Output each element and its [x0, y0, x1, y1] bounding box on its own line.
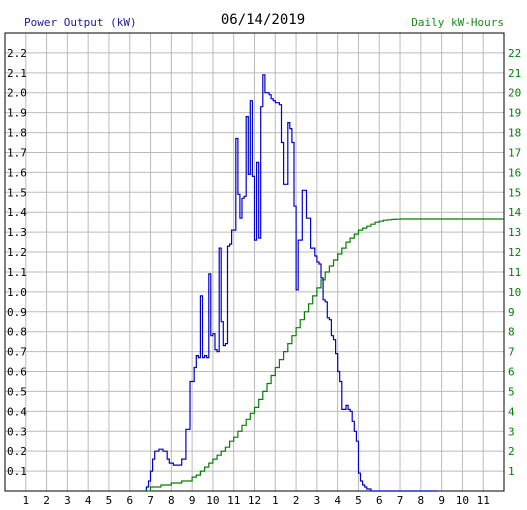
right-tick-label: 22 [508, 47, 521, 60]
x-tick-label: 7 [397, 494, 404, 507]
right-tick-label: 18 [508, 127, 521, 140]
left-tick-label: 1.7 [7, 146, 27, 159]
right-tick-label: 14 [508, 206, 522, 219]
x-tick-label: 1 [22, 494, 29, 507]
right-tick-label: 1 [508, 465, 515, 478]
right-tick-label: 5 [508, 385, 515, 398]
right-tick-label: 13 [508, 226, 521, 239]
x-tick-label: 2 [43, 494, 50, 507]
right-tick-label: 3 [508, 425, 515, 438]
left-tick-label: 1.8 [7, 127, 27, 140]
x-tick-label: 5 [355, 494, 362, 507]
right-tick-label: 8 [508, 326, 515, 339]
left-tick-label: 0.5 [7, 385, 27, 398]
x-tick-label: 4 [85, 494, 92, 507]
x-tick-label: 3 [64, 494, 71, 507]
right-tick-label: 17 [508, 146, 521, 159]
right-tick-label: 9 [508, 306, 515, 319]
series-group [144, 75, 504, 491]
left-tick-label: 2.0 [7, 87, 27, 100]
right-tick-label: 16 [508, 166, 521, 179]
left-tick-label: 2.2 [7, 47, 27, 60]
x-tick-label: 7 [147, 494, 154, 507]
left-axis-ticks: 0.1 0.2 0.3 0.4 0.5 0.6 0.7 0.8 0.9 1.0 1.1 1.2 1.3 1… [7, 47, 27, 478]
right-tick-label: 11 [508, 266, 521, 279]
left-tick-label: 0.4 [7, 405, 27, 418]
x-axis-ticks: 1 2 3 4 5 6 7 8 9 10 11 12 1 2 3 4 5 6 7 8 9 10 11 [22, 494, 489, 507]
right-tick-label: 19 [508, 107, 521, 120]
left-tick-label: 2.1 [7, 67, 27, 80]
x-tick-label: 10 [456, 494, 469, 507]
left-tick-label: 0.3 [7, 425, 27, 438]
x-tick-label: 11 [227, 494, 240, 507]
right-axis-title: Daily kW-Hours [411, 16, 504, 29]
power-output-line [144, 75, 437, 491]
left-tick-label: 0.1 [7, 465, 27, 478]
x-tick-label: 5 [106, 494, 113, 507]
left-tick-label: 1.3 [7, 226, 27, 239]
right-tick-label: 2 [508, 445, 515, 458]
x-tick-label: 1 [272, 494, 279, 507]
x-tick-label: 10 [206, 494, 219, 507]
left-tick-label: 0.7 [7, 346, 27, 359]
x-tick-label: 9 [438, 494, 445, 507]
right-tick-label: 4 [508, 405, 515, 418]
right-tick-label: 12 [508, 246, 521, 259]
left-tick-label: 1.9 [7, 107, 27, 120]
x-tick-label: 2 [293, 494, 300, 507]
right-tick-label: 7 [508, 346, 515, 359]
left-tick-label: 1.5 [7, 186, 27, 199]
x-tick-label: 6 [376, 494, 383, 507]
x-tick-label: 11 [477, 494, 490, 507]
right-tick-label: 20 [508, 87, 521, 100]
left-tick-label: 0.8 [7, 326, 27, 339]
x-tick-label: 4 [334, 494, 341, 507]
right-tick-label: 6 [508, 366, 515, 379]
x-tick-label: 8 [168, 494, 175, 507]
chart-date: 06/14/2019 [221, 12, 305, 28]
right-tick-label: 21 [508, 67, 521, 80]
x-tick-label: 12 [248, 494, 261, 507]
left-tick-label: 0.2 [7, 445, 27, 458]
x-tick-label: 3 [314, 494, 321, 507]
left-tick-label: 1.2 [7, 246, 27, 259]
left-tick-label: 1.4 [7, 206, 27, 219]
grid [5, 33, 504, 491]
left-tick-label: 1.6 [7, 166, 27, 179]
left-axis-title: Power Output (kW) [24, 16, 137, 29]
right-tick-label: 15 [508, 186, 521, 199]
left-tick-label: 0.6 [7, 366, 27, 379]
left-tick-label: 1.0 [7, 286, 27, 299]
x-tick-label: 9 [189, 494, 196, 507]
left-tick-label: 0.9 [7, 306, 27, 319]
left-tick-label: 1.1 [7, 266, 27, 279]
x-tick-label: 6 [126, 494, 133, 507]
right-tick-label: 10 [508, 286, 521, 299]
x-tick-label: 8 [418, 494, 425, 507]
